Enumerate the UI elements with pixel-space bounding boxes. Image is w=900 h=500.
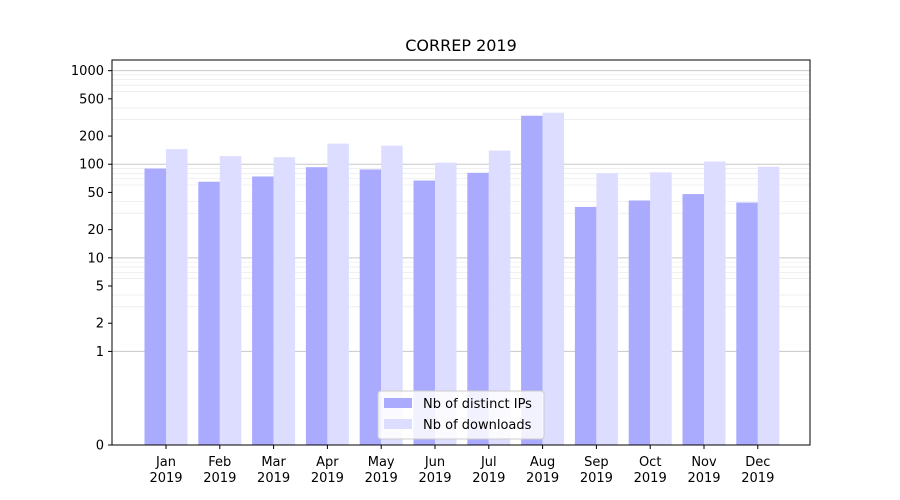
bars	[144, 112, 780, 446]
x-tick-label: May	[368, 455, 395, 470]
y-tick-label: 2	[96, 317, 104, 332]
y-tick-label: 200	[79, 130, 104, 145]
x-tick-label: Dec	[745, 455, 770, 470]
x-tick-label: Mar	[261, 455, 286, 470]
bar	[144, 168, 166, 445]
y-tick-label: 500	[79, 92, 104, 107]
x-tick-label: Jun	[424, 455, 445, 470]
x-tick-label-year: 2019	[741, 471, 774, 486]
bar	[650, 172, 672, 446]
x-tick-label: Feb	[208, 455, 231, 470]
bar	[166, 149, 188, 445]
x-tick-label: Apr	[316, 455, 339, 470]
x-tick-label-year: 2019	[365, 471, 398, 486]
bar	[305, 167, 328, 446]
x-tick-label-year: 2019	[687, 471, 720, 486]
bar	[628, 200, 651, 445]
bar	[219, 156, 242, 445]
bar	[682, 194, 704, 445]
x-tick-label: Nov	[691, 455, 717, 470]
x-tick-label: Sep	[584, 455, 609, 470]
legend-label: Nb of distinct IPs	[423, 397, 532, 412]
y-tick-label: 1000	[71, 64, 104, 79]
x-tick-label: Jan	[155, 455, 176, 470]
legend-box	[377, 390, 545, 440]
x-tick-label-year: 2019	[526, 471, 559, 486]
bar	[467, 172, 489, 445]
x-axis: Jan2019Feb2019Mar2019Apr2019May2019Jun20…	[149, 445, 774, 486]
y-tick-label: 10	[87, 251, 104, 266]
bar	[542, 112, 565, 445]
x-tick-label-year: 2019	[580, 471, 613, 486]
bar	[359, 169, 382, 446]
bar	[757, 166, 780, 446]
y-axis: 0 1 2 5 10 20 50 100 200 500 1000	[71, 64, 112, 454]
x-tick-label: Jul	[480, 455, 497, 470]
bar	[521, 115, 543, 445]
bar	[252, 176, 274, 446]
y-tick-label: 50	[87, 186, 104, 201]
legend-label: Nb of downloads	[423, 418, 532, 433]
y-tick-label: 0	[96, 439, 104, 454]
y-tick-label: 20	[87, 223, 104, 238]
x-tick-label-year: 2019	[418, 471, 451, 486]
y-tick-label: 5	[96, 280, 104, 295]
y-tick-label: 100	[79, 158, 104, 173]
bar	[327, 143, 349, 445]
bar	[435, 162, 457, 445]
bar	[488, 150, 511, 445]
bar	[413, 180, 435, 446]
bar	[381, 145, 403, 445]
bar	[198, 181, 220, 446]
bar	[704, 161, 726, 445]
bar	[273, 157, 296, 445]
bar	[574, 206, 597, 445]
x-tick-label: Aug	[530, 455, 555, 470]
bar	[596, 173, 618, 445]
chart-title: CORREP 2019	[405, 36, 517, 55]
legend-swatch	[384, 398, 412, 408]
x-tick-label-year: 2019	[472, 471, 505, 486]
bar	[736, 202, 758, 445]
legend: Nb of distinct IPs Nb of downloads	[377, 390, 545, 440]
y-tick-label: 1	[96, 345, 104, 360]
x-tick-label-year: 2019	[257, 471, 290, 486]
plot-frame	[111, 59, 811, 446]
x-tick-label-year: 2019	[634, 471, 667, 486]
x-tick-label-year: 2019	[149, 471, 182, 486]
x-tick-label-year: 2019	[311, 471, 344, 486]
legend-swatch	[384, 419, 412, 429]
x-tick-label-year: 2019	[203, 471, 236, 486]
x-tick-label: Oct	[639, 455, 661, 470]
